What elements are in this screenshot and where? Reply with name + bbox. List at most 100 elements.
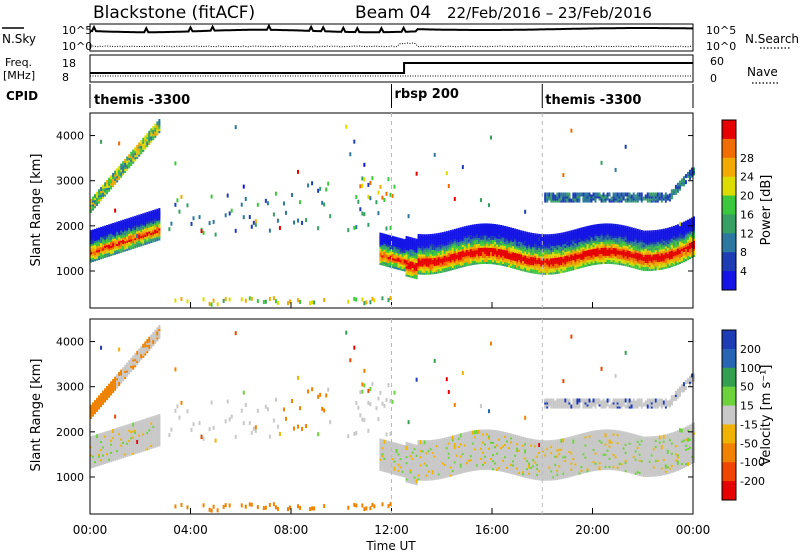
power-cell [92,253,95,258]
power-cell [674,237,677,242]
power-cell [666,196,669,201]
power-cell [604,223,607,228]
power-cell [90,246,92,251]
power-cell [110,231,113,236]
velocity-cell [94,463,97,468]
power-cell [496,238,499,243]
power-cell [122,233,125,238]
power-cell [512,260,515,265]
power-cell [520,262,523,267]
power-cell [385,236,388,241]
power-cell [664,258,667,263]
power-cell [530,261,533,266]
power-cell [459,241,462,246]
velocity-cell [110,458,113,463]
power-cell [610,251,613,256]
power-cell [512,227,515,232]
power-cell [684,257,687,262]
power-cell [626,262,629,267]
power-cell [475,260,478,265]
velocity-cell [134,427,137,432]
power-cell [510,241,513,246]
power-cell [582,253,585,258]
power-cell [602,198,605,203]
velocity-cell [284,416,287,421]
power-cell [608,231,611,236]
power-cell [421,266,424,271]
velocity-cell [96,405,99,410]
power-cell [622,259,625,264]
power-cell [158,226,161,231]
velocity-cell [122,442,125,447]
power-cell [415,246,418,251]
power-cell [409,273,412,278]
velocity-cell [148,427,151,432]
power-cell [562,196,565,201]
velocity-cell [112,441,115,446]
velocity-cell [152,418,155,423]
power-cell [586,227,589,232]
power-cell [580,255,583,260]
power-cell [528,244,531,249]
power-cell [421,264,424,269]
power-cell [574,249,577,254]
power-cell [612,231,615,236]
power-cell [608,235,611,240]
power-cell [566,237,569,242]
power-cell [518,239,521,244]
velocity-cell [118,431,121,436]
power-cell [686,233,689,238]
power-cell [477,250,480,255]
power-cell [590,247,593,252]
power-cell [688,242,691,247]
power-cell [126,228,129,233]
power-cell [693,171,695,176]
power-cell [664,236,667,241]
power-cell [530,246,533,251]
power-cell [518,260,521,265]
velocity-cell [114,442,117,447]
power-cell [656,198,659,203]
power-cell [620,261,623,266]
velocity-cell [124,445,127,450]
power-cell [654,234,657,239]
velocity-cell [114,380,117,385]
power-cell [538,233,541,238]
velocity-cell [96,438,99,443]
power-cell [389,245,392,250]
power-cell [636,234,639,239]
power-cell [459,231,462,236]
power-cell [682,178,685,183]
velocity-cell [110,441,113,446]
power-cell [508,243,511,248]
power-cell [528,254,531,259]
power-cell [586,198,589,203]
power-cell [431,243,434,248]
power-cell [457,258,460,263]
power-cell [144,141,147,146]
power-cell [662,259,665,264]
power-cell [118,249,121,254]
power-cell [276,218,279,223]
power-cell [646,265,649,270]
power-cell [498,255,501,260]
power-cell [124,160,127,165]
velocity-cell [144,424,147,429]
power-cell [576,261,579,266]
power-cell [504,256,507,261]
power-cell [385,246,388,251]
power-cell [391,258,394,263]
power-cell [662,261,665,266]
velocity-cell [138,356,141,361]
power-cell [148,227,151,232]
power-cell [485,245,488,250]
power-cell [152,212,155,217]
power-cell [678,241,681,246]
power-cell [594,254,597,259]
power-cell [664,192,667,197]
power-cell [554,266,557,271]
power-cell [618,242,621,247]
power-cell [542,242,545,247]
power-cell [433,152,436,157]
power-cell [664,246,667,251]
